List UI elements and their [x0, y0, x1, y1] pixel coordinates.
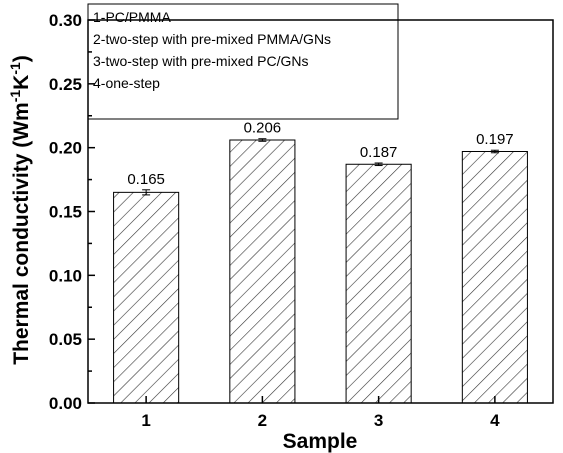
data-label-2: 0.206	[244, 120, 282, 137]
y-axis-title-sup1: -1	[7, 90, 23, 103]
y-axis: 0.00 0.05 0.10 0.15 0.20 0.25 0.30	[49, 11, 95, 413]
y-tick-label: 0.20	[49, 139, 82, 158]
legend-box	[87, 3, 399, 120]
data-labels-layer: 0.165 0.206 0.187 0.197	[127, 120, 513, 188]
data-label-1: 0.165	[127, 171, 165, 188]
legend-item-1: 1-PC/PMMA	[93, 9, 171, 25]
y-axis-title-sup2: -1	[7, 62, 23, 75]
x-axis-title: Sample	[283, 430, 358, 453]
y-tick-label: 0.05	[49, 330, 82, 349]
legend: 1-PC/PMMA 2-two-step with pre-mixed PMMA…	[87, 3, 399, 120]
y-axis-title-mid: K	[10, 75, 33, 90]
y-tick-label: 0.10	[49, 266, 82, 285]
x-axis: 1 2 3 4	[141, 396, 500, 430]
legend-item-2: 2-two-step with pre-mixed PMMA/GNs	[93, 31, 331, 47]
bar-4	[461, 150, 528, 404]
x-tick-label-2: 2	[258, 411, 267, 430]
y-tick-label: 0.25	[49, 75, 82, 94]
x-tick-label-4: 4	[490, 411, 500, 430]
x-tick-label-1: 1	[141, 411, 150, 430]
x-tick-label-3: 3	[374, 411, 383, 430]
y-tick-label: 0.15	[49, 203, 82, 222]
data-label-4: 0.197	[476, 131, 514, 148]
bar-2	[229, 139, 296, 404]
error-bars-layer	[142, 138, 499, 196]
y-tick-label: 0.00	[49, 394, 82, 413]
y-tick-label: 0.30	[49, 11, 82, 30]
data-label-3: 0.187	[360, 144, 398, 161]
legend-item-3: 3-two-step with pre-mixed PC/GNs	[93, 53, 309, 69]
bar-1	[113, 191, 180, 404]
bars-layer	[113, 139, 528, 404]
y-axis-title-end: )	[10, 55, 33, 62]
y-axis-title-main: Thermal conductivity (Wm	[10, 102, 33, 365]
y-axis-title: Thermal conductivity (Wm-1K-1)	[7, 55, 33, 365]
legend-item-4: 4-one-step	[93, 75, 160, 91]
bar-3	[345, 163, 412, 404]
